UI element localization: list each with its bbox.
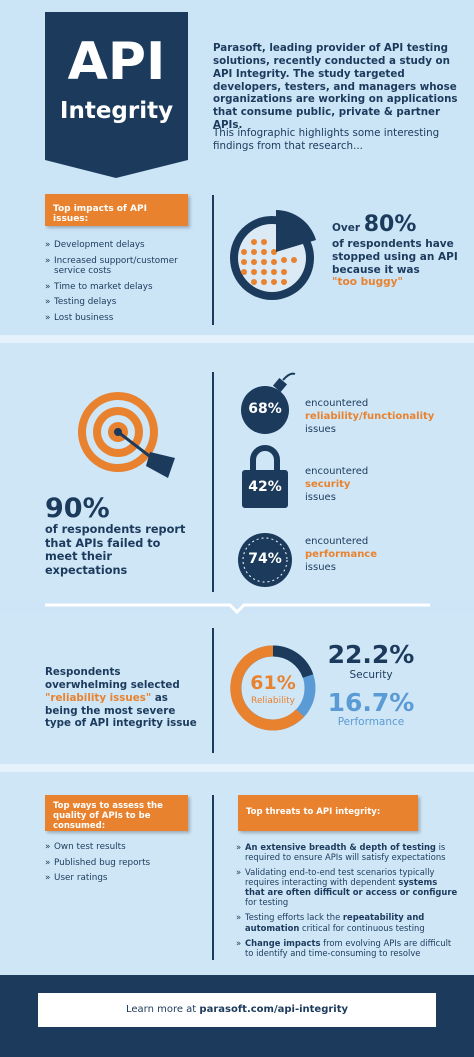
stopped-text: Over 80% of respondents have stopped usi… <box>332 212 467 289</box>
security-label: Security <box>349 669 393 681</box>
reliability-value: 61% <box>250 672 296 694</box>
intro-highlight: This infographic highlights some interes… <box>213 127 440 152</box>
tail: issues <box>305 562 336 573</box>
footer-box: Learn more at parasoft.com/api-integrity <box>38 993 436 1027</box>
performance-label: Performance <box>337 716 405 728</box>
list-item: Change impacts from evolving APIs are di… <box>236 938 458 958</box>
assess-heading: Top ways to assess the quality of APIs t… <box>45 795 188 831</box>
list-item: Development delays <box>45 240 185 251</box>
bold-text: Change impacts <box>245 937 321 948</box>
text: Validating end-to-end test scenarios typ… <box>245 867 435 888</box>
percent: 42% <box>248 479 282 495</box>
severity-text1: Respondents overwhelming selected <box>45 666 180 691</box>
text: Testing efforts lack the <box>245 912 343 923</box>
severity-quote: "reliability issues" <box>45 691 152 704</box>
list-item: User ratings <box>45 873 195 884</box>
impacts-list: Development delays Increased support/cus… <box>45 240 185 328</box>
stopped-body: of respondents have stopped using an API… <box>332 238 458 276</box>
stopped-value: 80% <box>363 212 417 237</box>
title-line2: Integrity <box>59 98 174 124</box>
tail: issues <box>305 492 336 503</box>
lead: encountered <box>305 466 369 477</box>
encountered-text: encountered reliability/functionality issu… <box>305 397 434 436</box>
threats-list: An extensive breadth & depth of testing … <box>236 842 458 963</box>
divider <box>212 195 214 325</box>
kind: reliability/functionality <box>305 411 435 422</box>
intro: Parasoft, leading provider of API testin… <box>213 42 458 132</box>
security-value: 22.2% <box>327 640 415 669</box>
text: critical for continuous testing <box>299 922 425 933</box>
text: is required to ensure APIs will satisfy … <box>245 842 446 863</box>
bold-text: systems that are often difficult or acce… <box>245 877 458 898</box>
bold-text: repeatability and automation <box>245 912 425 933</box>
stopped-lead: Over <box>332 222 361 234</box>
severity-text2: as being the most severe type of API int… <box>45 691 197 730</box>
impacts-heading: Top impacts of API issues: <box>45 194 188 226</box>
divider <box>212 372 214 592</box>
encountered-text: encountered performance issues <box>305 535 377 574</box>
list-item: Testing delays <box>45 297 185 308</box>
percent: 74% <box>248 551 282 567</box>
text: for testing <box>245 897 289 908</box>
list-item: Published bug reports <box>45 858 195 869</box>
separator <box>0 335 474 343</box>
encountered-text: encountered security issues <box>305 465 368 504</box>
threats-heading: Top threats to API integrity: <box>238 795 418 831</box>
list-item: Own test results <box>45 842 195 853</box>
lead: encountered <box>305 398 369 409</box>
expectations-value: 90% <box>45 493 110 524</box>
footer-text: Learn more at <box>125 1004 197 1015</box>
percent: 68% <box>248 401 282 417</box>
text: from evolving APIs are difficult to iden… <box>245 937 452 958</box>
severity-text: Respondents overwhelming selected "relia… <box>45 666 200 730</box>
list-item: Time to market delays <box>45 282 185 293</box>
divider <box>212 628 214 753</box>
assess-list: Own test results Published bug reports U… <box>45 842 195 889</box>
list-item: Increased support/customer service costs <box>45 256 185 277</box>
tail: issues <box>305 424 336 435</box>
title-line1: API <box>67 32 166 92</box>
list-item: An extensive breadth & depth of testing … <box>236 842 458 862</box>
kind: security <box>305 479 351 490</box>
footer-link[interactable]: parasoft.com/api-integrity <box>199 1004 349 1015</box>
divider <box>212 795 214 960</box>
separator <box>0 764 474 772</box>
list-item: Lost business <box>45 313 185 324</box>
lead: encountered <box>305 536 369 547</box>
section-findings <box>0 343 474 601</box>
expectations-text: of respondents report that APIs failed t… <box>45 523 186 577</box>
list-item: Testing efforts lack the repeatability a… <box>236 912 458 932</box>
list-item: Validating end-to-end test scenarios typ… <box>236 867 458 907</box>
stopped-quote: "too buggy" <box>332 276 403 289</box>
bold-text: An extensive breadth & depth of testing <box>245 842 436 852</box>
reliability-label: Reliability <box>251 696 295 706</box>
kind: performance <box>305 549 378 560</box>
performance-value: 16.7% <box>327 688 415 717</box>
